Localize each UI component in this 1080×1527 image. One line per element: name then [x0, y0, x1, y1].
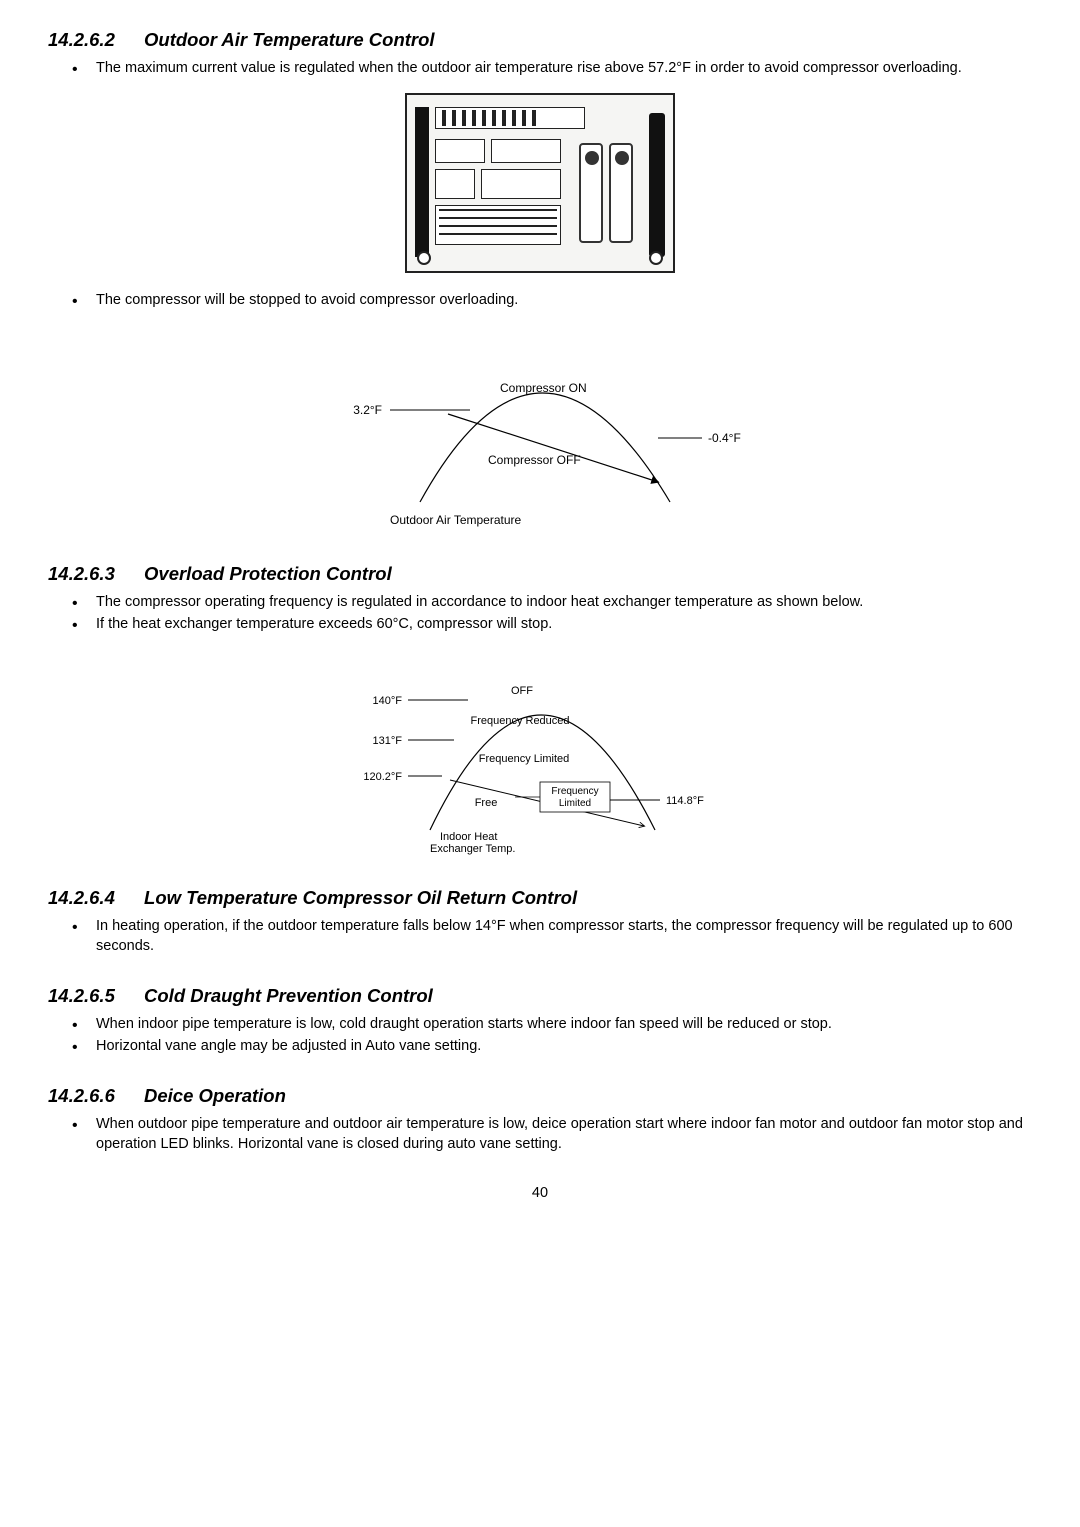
right-temp-label: 114.8°F — [666, 795, 704, 807]
axis-label-line1: Indoor Heat — [440, 831, 497, 843]
list-item: Horizontal vane angle may be adjusted in… — [72, 1037, 1032, 1057]
section-heading: 14.2.6.4 Low Temperature Compressor Oil … — [48, 886, 1032, 911]
compressor-curve-figure: 3.2°F Compressor ON -0.4°F Compressor OF… — [48, 324, 1032, 534]
axis-label-line2: Exchanger Temp. — [430, 843, 515, 855]
section-heading: 14.2.6.2 Outdoor Air Temperature Control — [48, 28, 1032, 53]
left-temp-label: 3.2°F — [353, 403, 382, 417]
bullet-list: When indoor pipe temperature is low, col… — [48, 1015, 1032, 1056]
zone-free: Free — [475, 797, 498, 809]
section-heading: 14.2.6.5 Cold Draught Prevention Control — [48, 984, 1032, 1009]
heading-number: 14.2.6.5 — [48, 985, 115, 1006]
zone-freq-reduced: Frequency Reduced — [470, 715, 569, 727]
list-item: When indoor pipe temperature is low, col… — [72, 1015, 1032, 1035]
right-temp-label: -0.4°F — [708, 431, 741, 445]
list-item: The compressor operating frequency is re… — [72, 593, 1032, 613]
axis-label: Outdoor Air Temperature — [390, 513, 522, 527]
list-item: When outdoor pipe temperature and outdoo… — [72, 1115, 1032, 1154]
heading-number: 14.2.6.4 — [48, 887, 115, 908]
zone-off: OFF — [511, 685, 533, 697]
list-item: In heating operation, if the outdoor tem… — [72, 917, 1032, 956]
heading-title: Overload Protection Control — [144, 563, 392, 584]
zone-freq-limited: Frequency Limited — [479, 753, 570, 765]
heading-number: 14.2.6.2 — [48, 29, 115, 50]
heading-title: Outdoor Air Temperature Control — [144, 29, 435, 50]
section-heading: 14.2.6.3 Overload Protection Control — [48, 562, 1032, 587]
freq-limited-box-line2: Limited — [559, 798, 591, 809]
compressor-off-label: Compressor OFF — [488, 453, 581, 467]
list-item: The maximum current value is regulated w… — [72, 59, 1032, 79]
overload-chart: 140°F 131°F 120.2°F OFF Frequency Reduce… — [340, 648, 740, 858]
y-label-1: 131°F — [373, 735, 403, 747]
heading-title: Low Temperature Compressor Oil Return Co… — [144, 887, 577, 908]
page-number: 40 — [48, 1184, 1032, 1204]
heading-number: 14.2.6.6 — [48, 1085, 115, 1106]
bullet-list: In heating operation, if the outdoor tem… — [48, 917, 1032, 956]
compressor-on-label: Compressor ON — [500, 381, 587, 395]
overload-curve-figure: 140°F 131°F 120.2°F OFF Frequency Reduce… — [48, 648, 1032, 858]
compressor-curve-chart: 3.2°F Compressor ON -0.4°F Compressor OF… — [330, 324, 750, 534]
bullet-list: The compressor will be stopped to avoid … — [48, 291, 1032, 311]
heading-number: 14.2.6.3 — [48, 563, 115, 584]
heading-title: Deice Operation — [144, 1085, 286, 1106]
list-item: The compressor will be stopped to avoid … — [72, 291, 1032, 311]
section-heading: 14.2.6.6 Deice Operation — [48, 1084, 1032, 1109]
y-label-0: 140°F — [373, 695, 403, 707]
freq-limited-box-line1: Frequency — [551, 786, 598, 797]
bullet-list: The maximum current value is regulated w… — [48, 59, 1032, 79]
heading-title: Cold Draught Prevention Control — [144, 985, 433, 1006]
pcb-figure — [48, 93, 1032, 273]
list-item: If the heat exchanger temperature exceed… — [72, 615, 1032, 635]
pcb-illustration — [405, 93, 675, 273]
bullet-list: The compressor operating frequency is re… — [48, 593, 1032, 634]
bullet-list: When outdoor pipe temperature and outdoo… — [48, 1115, 1032, 1154]
y-label-2: 120.2°F — [363, 771, 402, 783]
